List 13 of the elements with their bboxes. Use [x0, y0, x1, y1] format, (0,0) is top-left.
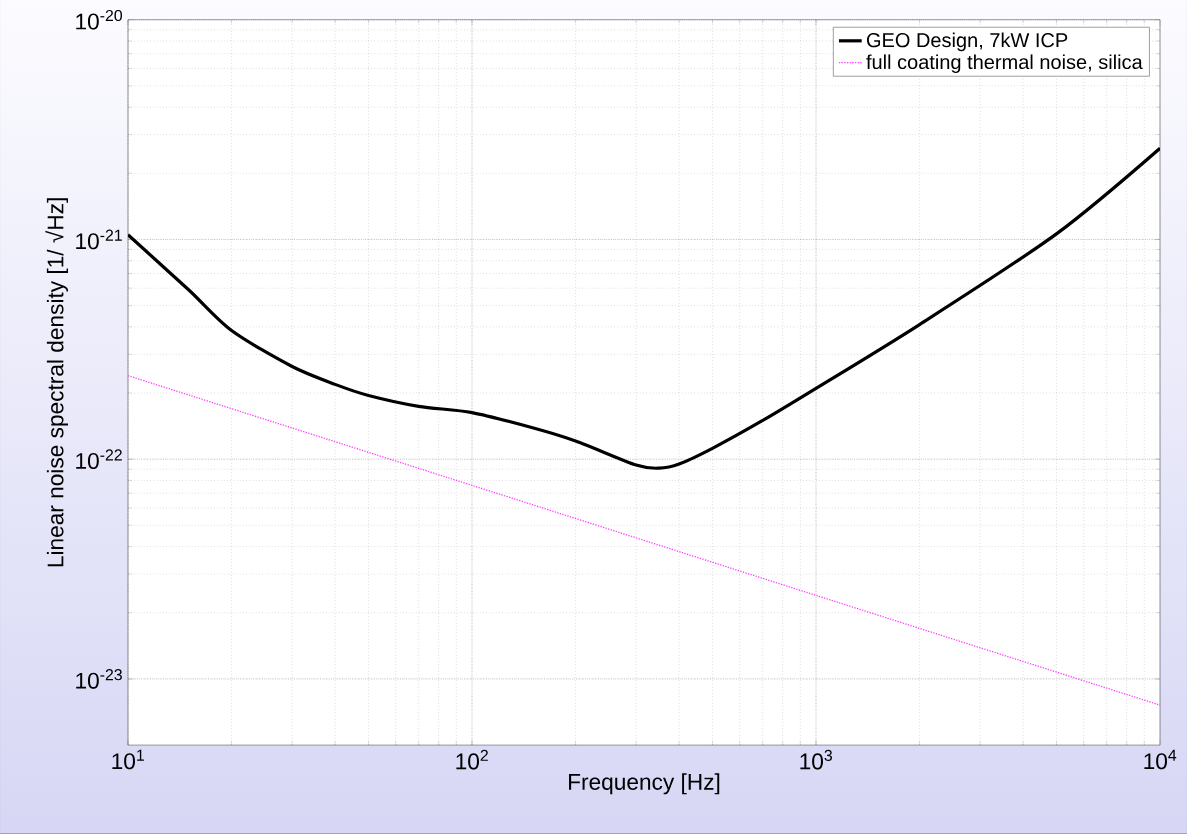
x-tick-label: 10$^{3}$: [800, 749, 833, 770]
y-tick-label: 10$^{-20}$: [76, 9, 123, 30]
y-tick-label: 10$^{-23}$: [76, 669, 122, 689]
x-tick-label: 10$^{2}$: [456, 749, 488, 770]
x-tick-label: 10$^{4}$: [1144, 749, 1177, 770]
y-tick-label: 10$^{-21}$: [76, 229, 122, 250]
legend-label: full coating thermal noise, silica: [866, 54, 1143, 74]
y-tick-label: 10$^{-22}$: [76, 449, 122, 470]
y-axis-title: Linear noise spectral density [1/ √Hz]: [45, 198, 68, 567]
x-tick-label: 10$^{1}$: [112, 749, 144, 770]
legend-label: GEO Design, 7kW ICP: [866, 32, 1068, 52]
line-series: [128, 374, 1161, 706]
x-axis-title: Frequency [Hz]: [569, 773, 720, 795]
